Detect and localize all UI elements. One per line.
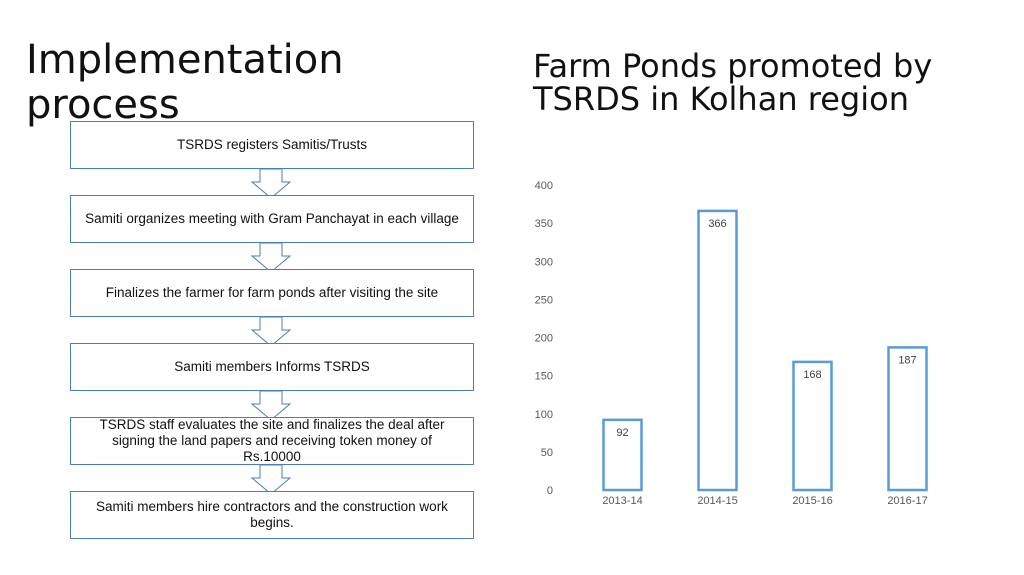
arrow-down-icon (250, 243, 292, 273)
y-tick-label: 400 (535, 180, 553, 192)
arrow-down-icon (250, 317, 292, 347)
y-tick-label: 350 (535, 218, 553, 230)
data-label: 168 (803, 369, 821, 381)
bar (887, 346, 928, 492)
arrow-down-icon (250, 391, 292, 421)
bar (792, 360, 833, 492)
step-2-box: Samiti organizes meeting with Gram Panch… (70, 195, 474, 243)
y-tick-label: 100 (535, 409, 553, 421)
y-tick-label: 300 (535, 256, 553, 268)
step-1-box: TSRDS registers Samitis/Trusts (70, 121, 474, 169)
step-5-box: TSRDS staff evaluates the site and final… (70, 417, 474, 465)
x-tick-label: 2015-16 (792, 495, 832, 507)
data-label: 366 (708, 218, 726, 230)
x-tick-label: 2013-14 (602, 495, 642, 507)
step-3-box: Finalizes the farmer for farm ponds afte… (70, 269, 474, 317)
arrow-down-icon (250, 465, 292, 495)
bar (697, 209, 738, 492)
y-tick-label: 250 (535, 294, 553, 306)
y-tick-label: 0 (547, 485, 553, 497)
bar (602, 418, 643, 492)
bar-chart: 0 50 100 150 200 250 300 350 400 92 2013-14 366 2014… (535, 180, 928, 507)
x-tick-label: 2014-15 (697, 495, 737, 507)
step-6-box: Samiti members hire contractors and the … (70, 491, 474, 539)
step-4-box: Samiti members Informs TSRDS (70, 343, 474, 391)
x-tick-label: 2016-17 (887, 495, 927, 507)
y-tick-label: 150 (535, 371, 553, 383)
y-tick-label: 50 (541, 447, 553, 459)
data-label: 187 (898, 354, 916, 366)
chart-title: Farm Ponds promoted by TSRDS in Kolhan r… (533, 47, 933, 118)
flowchart-title: Implementation process (26, 37, 344, 128)
y-tick-label: 200 (535, 333, 553, 345)
data-label: 92 (616, 427, 628, 439)
arrow-down-icon (250, 169, 292, 199)
